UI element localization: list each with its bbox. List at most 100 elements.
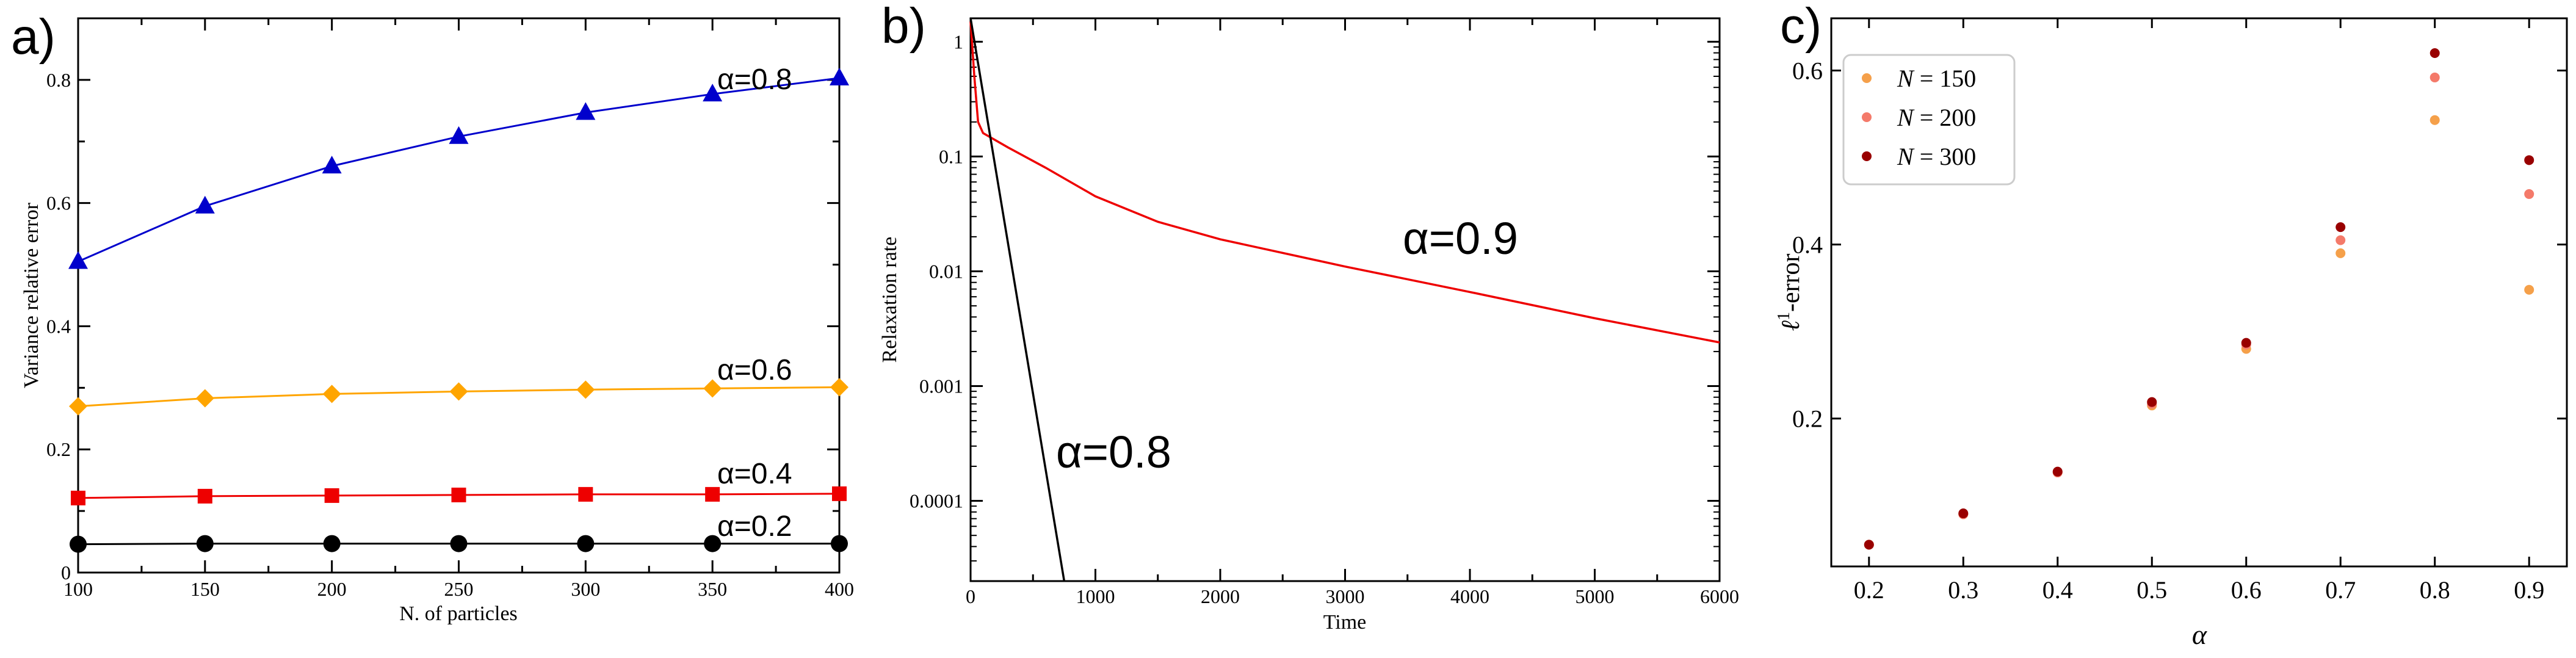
panel-a-marker-triangle (322, 156, 342, 174)
panel-b-x-tick-label: 0 (966, 585, 975, 607)
panel-c-x-tick-label: 0.9 (2514, 576, 2544, 604)
panel-c-point (2524, 189, 2534, 199)
panel-a-label: a) (11, 9, 56, 65)
panel-a-marker-triangle (68, 251, 88, 269)
panel-c-legend-label-value: = 300 (1914, 143, 1977, 170)
panel-a-y-tick-label: 0 (61, 562, 71, 584)
panel-a-marker-diamond (69, 397, 87, 416)
panel-c-legend-label-var: N (1897, 104, 1915, 131)
panel-c-points (1864, 48, 2534, 550)
panel-a-series-markers (68, 67, 849, 553)
panel-a-y-tick-label: 0.8 (46, 69, 71, 91)
panel-a-x-tick-label: 200 (317, 578, 347, 600)
panel-b-y-tick-label: 0.001 (919, 375, 963, 397)
panel-c-point (1958, 508, 1969, 519)
panel-b-x-tick-label: 5000 (1576, 585, 1615, 607)
panel-b-y-tick-label: 0.1 (939, 145, 963, 167)
panel-a-label-alpha-0.6: α=0.6 (717, 354, 792, 386)
panel-c-point (1864, 540, 1874, 550)
panel-a-x-axis-label: N. of particles (399, 602, 518, 625)
panel-b-label-alpha-0.8: α=0.8 (1056, 427, 1171, 477)
panel-a-x-tick-label: 350 (698, 578, 727, 600)
panel-c-y-axis-label-ell: ℓ (1777, 320, 1805, 331)
panel-a-x-tick-label: 100 (63, 578, 93, 600)
panel-a-marker-diamond (195, 389, 214, 408)
panel-c-y-axis-label: ℓ1-error (1775, 253, 1805, 331)
panel-b-x-tick-label: 2000 (1201, 585, 1240, 607)
panel-b-label: b) (881, 0, 926, 54)
panel-b-ticks: 0 1000 2000 3000 4000 5000 6000 0.0001 0.001 0.01… (910, 18, 1739, 607)
panel-a-variance-chart: a) 100 150 200 250 300 350 400 0 0.2 0.4 0.6 0.8 N.… (11, 9, 854, 625)
panel-b-x-tick-label: 3000 (1326, 585, 1365, 607)
panel-a-y-tick-label: 0.2 (46, 438, 71, 460)
panel-c-legend-label-value: = 200 (1914, 104, 1977, 131)
panel-a-series-line (78, 77, 840, 262)
panel-a-x-tick-label: 250 (444, 578, 474, 600)
panel-c-x-tick-label: 0.5 (2136, 576, 2167, 604)
panel-c-legend-label: N = 300 (1897, 143, 1976, 170)
panel-b-label-alpha-0.9: α=0.9 (1403, 213, 1518, 264)
panel-a-marker-square (832, 486, 847, 501)
panel-a-marker-diamond (322, 385, 341, 403)
panel-a-x-tick-label: 400 (825, 578, 854, 600)
panel-c-x-tick-label: 0.8 (2420, 576, 2450, 604)
panel-a-marker-triangle (449, 126, 469, 144)
panel-c-legend-marker (1862, 73, 1872, 83)
panel-c-legend-label-var: N (1897, 143, 1915, 170)
panel-c-legend-label-value: = 150 (1914, 65, 1977, 92)
panel-a-marker-square (705, 486, 720, 502)
panel-a-label-alpha-0.2: α=0.2 (717, 510, 792, 543)
panel-a-label-alpha-0.4: α=0.4 (717, 458, 792, 490)
panel-c-x-tick-label: 0.2 (1854, 576, 1884, 604)
panel-a-x-tick-label: 150 (190, 578, 220, 600)
panel-c-y-tick-label: 0.2 (1792, 405, 1823, 433)
panel-c-x-axis-label: α (2192, 619, 2207, 650)
panel-c-x-tick-label: 0.6 (2231, 576, 2262, 604)
panel-a-y-axis-label: Variance relative error (20, 202, 43, 388)
panel-a-y-tick-label: 0.6 (46, 192, 71, 214)
panel-c-legend-marker (1862, 112, 1872, 122)
panel-a-marker-circle (450, 535, 468, 552)
panel-a-label-alpha-0.8: α=0.8 (717, 63, 792, 96)
panel-c-point (2429, 72, 2440, 82)
panel-b-series-lines (969, 18, 1720, 582)
panel-b-x-tick-label: 4000 (1450, 585, 1489, 607)
panel-b-y-tick-label: 1 (953, 31, 963, 52)
panel-a-marker-triangle (195, 195, 215, 214)
panel-c-point (2147, 397, 2157, 407)
panel-c-x-tick-label: 0.4 (2042, 576, 2073, 604)
panel-c-point (2335, 248, 2346, 258)
panel-b-x-axis-label: Time (1323, 611, 1367, 634)
panel-a-ticks: 100 150 200 250 300 350 400 0 0.2 0.4 0.6 0.8 (46, 17, 854, 600)
panel-a-marker-diamond (830, 378, 848, 397)
panel-c-y-axis-label-rest: -error (1777, 253, 1805, 312)
panel-b-y-tick-label: 0.01 (929, 260, 963, 282)
panel-c-ticks: 0.2 0.3 0.4 0.5 0.6 0.7 0.8 0.9 0.2 0.4 0.6 (1792, 18, 2567, 604)
panel-c-x-tick-label: 0.7 (2325, 576, 2356, 604)
panel-a-marker-circle (577, 535, 595, 552)
panel-c-point (2335, 222, 2346, 233)
panel-c-legend-marker (1862, 151, 1872, 161)
panel-a-marker-circle (831, 535, 848, 552)
panel-b-y-tick-label: 0.0001 (910, 490, 963, 512)
panel-a-marker-circle (323, 535, 341, 552)
panel-a-marker-triangle (703, 84, 723, 102)
panel-c-point (2335, 235, 2346, 245)
panel-a-marker-square (197, 488, 212, 504)
panel-c-point (2524, 155, 2534, 165)
panel-a-marker-triangle (576, 102, 596, 120)
panel-b-y-axis-label: Relaxation rate (878, 237, 901, 363)
panel-b-series-line (969, 18, 1066, 582)
panel-a-marker-diamond (703, 379, 722, 398)
panel-c-legend-label-var: N (1897, 65, 1915, 92)
panel-c-plot-frame (1830, 17, 2568, 568)
panel-c-point (2052, 466, 2063, 477)
panel-a-marker-circle (70, 535, 87, 553)
panel-a-x-tick-label: 300 (571, 578, 600, 600)
panel-a-marker-triangle (830, 67, 849, 85)
panel-c-point (2429, 115, 2440, 125)
panel-a-marker-diamond (576, 380, 595, 399)
panel-b-plot-frame (969, 17, 1721, 582)
